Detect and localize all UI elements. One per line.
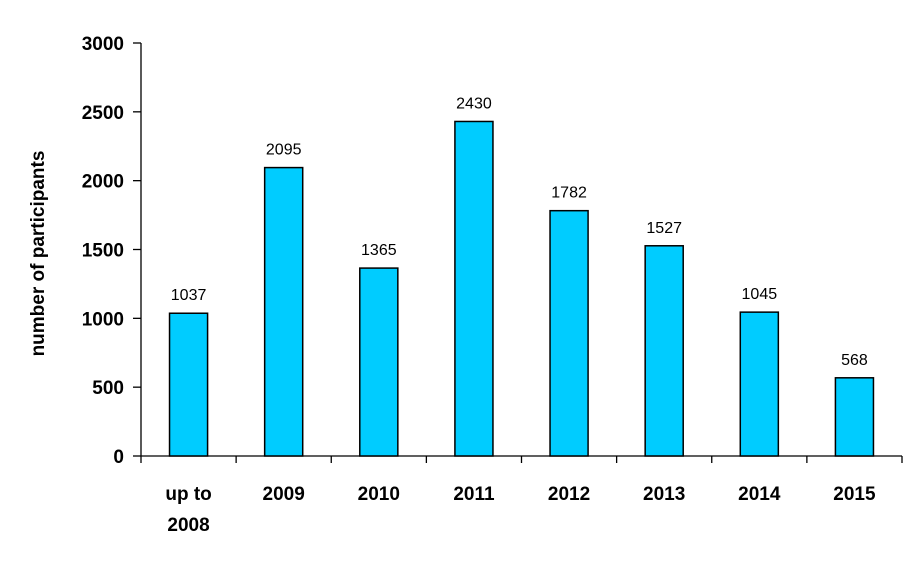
bar (644, 245, 684, 457)
bar (263, 166, 304, 457)
data-label: 2430 (456, 95, 492, 112)
y-axis: 0 500 1000 1500 2000 2500 3000 (82, 34, 142, 468)
bar (834, 377, 875, 457)
data-label: 1037 (171, 287, 207, 304)
x-tick-label: 2015 (833, 484, 876, 505)
bar (454, 120, 494, 457)
bar (359, 267, 399, 457)
y-tick-label: 0 (113, 447, 124, 468)
x-tick-label: 2014 (738, 484, 781, 505)
x-tick-label: 2010 (358, 484, 400, 505)
y-tick-label: 2000 (82, 172, 124, 193)
bar (739, 311, 780, 457)
data-label: 1527 (646, 220, 682, 237)
y-tick-label: 1500 (82, 241, 124, 262)
x-tick-label: up to (165, 484, 211, 505)
bar (168, 312, 209, 457)
x-tick-label: 2012 (548, 484, 590, 505)
bar (549, 209, 589, 457)
bars (168, 120, 875, 457)
data-label: 1365 (361, 242, 397, 259)
y-tick-label: 2500 (82, 103, 124, 124)
y-tick-label: 3000 (82, 34, 124, 55)
data-label: 1045 (742, 286, 778, 303)
x-axis: up to 2008 2009 2010 2011 2012 2013 2014 2015 (140, 455, 903, 536)
x-tick-label: 2008 (167, 515, 209, 536)
y-axis-title: number of participants (28, 151, 49, 357)
data-labels: 1037 2095 1365 2430 1782 1527 1045 568 (171, 95, 868, 368)
x-tick-label: 2013 (643, 484, 685, 505)
x-tick-label: 2011 (453, 484, 495, 505)
data-label: 1782 (551, 185, 587, 202)
data-label: 2095 (266, 142, 302, 159)
x-tick-label: 2009 (263, 484, 305, 505)
y-tick-label: 500 (92, 378, 124, 399)
data-label: 568 (841, 352, 868, 369)
y-tick-label: 1000 (82, 309, 124, 330)
